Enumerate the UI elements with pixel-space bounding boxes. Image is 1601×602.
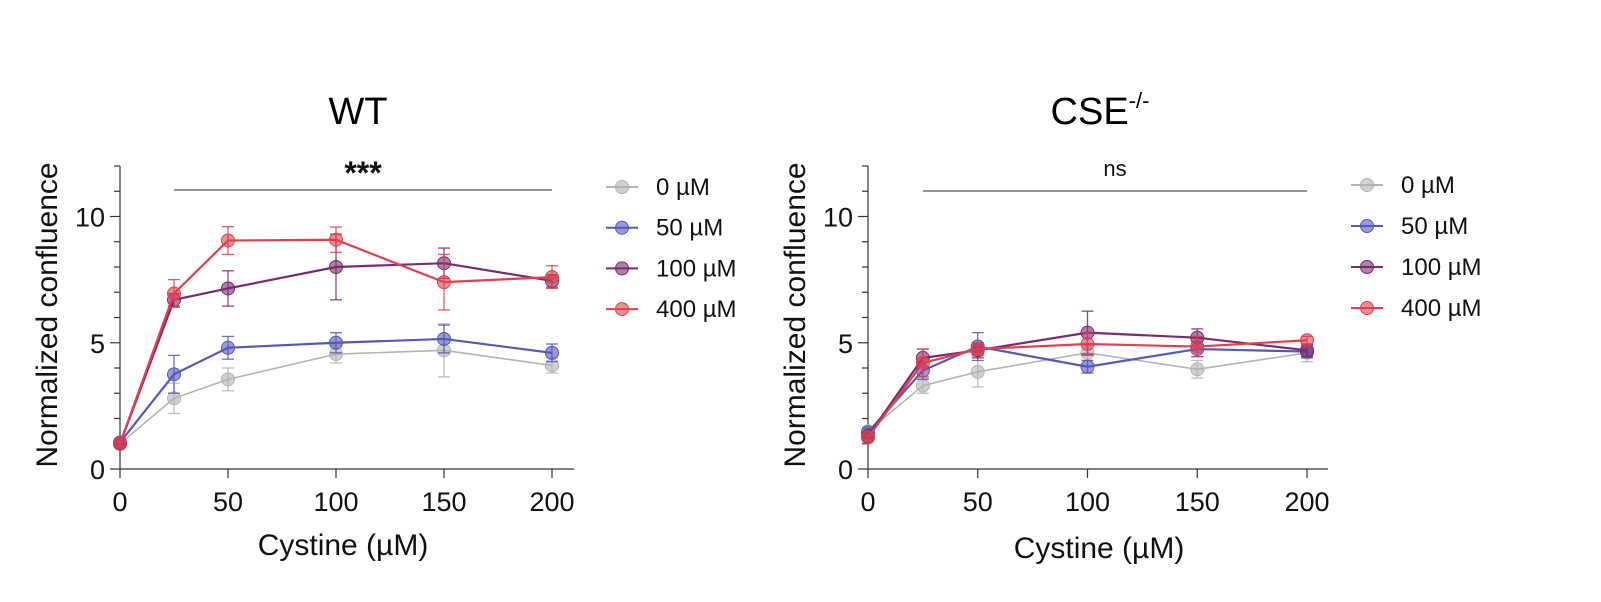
data-point-cse: [1190, 339, 1205, 354]
y-tick-label-wt: 10: [75, 203, 105, 233]
series-line-cse: [867, 345, 1308, 434]
data-point-cse: [1080, 359, 1095, 374]
data-point-cse: [915, 378, 930, 393]
x-tick-label-wt: 50: [213, 487, 243, 517]
series-line-wt: [118, 238, 553, 445]
chart-title-cse-main: CSE: [1051, 91, 1129, 133]
data-point-wt: [221, 372, 235, 387]
data-point-wt: [113, 436, 127, 451]
y-axis-label-cse: Normalized confluence: [779, 162, 812, 467]
x-tick-label-cse: 50: [963, 487, 993, 517]
series-wt-3: [113, 225, 559, 451]
legend-marker-swatch: [615, 302, 629, 317]
data-point-wt: [167, 286, 181, 301]
legend-item-wt-3: 400 µM: [606, 296, 737, 323]
data-point-wt: [329, 260, 343, 274]
legend-item-cse-1: 50 µM: [1351, 213, 1468, 240]
y-tick-label-wt: 0: [90, 455, 105, 485]
chart-panel-cse: CSE-/- Normalized confluence Cystine (µM…: [779, 88, 1482, 565]
legend-marker-swatch: [615, 261, 629, 276]
chart-title-wt: WT: [328, 91, 387, 133]
legend-item-wt-0: 0 µM: [606, 174, 710, 201]
x-tick-label-cse: 100: [1065, 487, 1110, 517]
y-tick-label-wt: 5: [90, 329, 105, 359]
legend-label: 0 µM: [656, 174, 710, 201]
legend-item-cse-2: 100 µM: [1351, 254, 1482, 281]
data-point-wt: [329, 232, 343, 247]
data-point-wt: [437, 275, 451, 290]
series-line-wt: [119, 337, 553, 444]
significance-annotation-wt: ***: [344, 155, 382, 191]
x-tick-label-wt: 0: [112, 487, 127, 517]
legend-marker-swatch: [615, 180, 629, 194]
legend-item-cse-3: 400 µM: [1351, 295, 1482, 322]
legend-item-wt-2: 100 µM: [606, 255, 737, 282]
data-point-wt: [329, 335, 343, 350]
series-line-wt: [118, 262, 553, 445]
significance-annotation-cse: ns: [1103, 156, 1126, 181]
x-tick-label-wt: 100: [313, 487, 358, 517]
data-point-wt: [437, 331, 451, 346]
x-tick-label-wt: 150: [421, 487, 466, 517]
legend-marker-swatch: [1360, 260, 1374, 274]
data-point-cse: [970, 342, 985, 357]
legend-marker-swatch: [1360, 301, 1374, 315]
legend-label: 100 µM: [1401, 254, 1482, 281]
legend-marker-swatch: [1360, 219, 1374, 233]
legend-item-cse-0: 0 µM: [1351, 172, 1455, 199]
y-tick-label-cse: 10: [823, 203, 853, 233]
legend-label: 50 µM: [1401, 213, 1468, 240]
y-tick-label-cse: 5: [838, 329, 853, 359]
chart-title-cse-superscript: -/-: [1129, 88, 1150, 113]
legend-label: 100 µM: [656, 255, 737, 282]
data-point-wt: [167, 367, 181, 382]
data-point-wt: [221, 340, 235, 355]
series-cse-2: [861, 310, 1314, 444]
data-point-wt: [221, 281, 235, 296]
data-point-cse: [861, 430, 875, 445]
series-line-wt: [119, 349, 553, 445]
x-tick-label-wt: 200: [529, 487, 574, 517]
chart-title-cse: CSE-/-: [1051, 88, 1150, 133]
y-tick-label-cse: 0: [838, 455, 853, 485]
x-tick-label-cse: 200: [1284, 487, 1329, 517]
data-point-cse: [1190, 362, 1205, 377]
data-point-wt: [221, 233, 235, 248]
series-cse-3: [861, 331, 1314, 445]
data-point-cse: [970, 364, 985, 379]
legend-item-wt-1: 50 µM: [606, 215, 723, 242]
series-line-cse: [867, 339, 1308, 439]
series-line-cse: [867, 352, 1308, 432]
series-wt-1: [113, 324, 559, 450]
data-point-cse: [1300, 333, 1314, 348]
legend-label: 50 µM: [656, 215, 723, 242]
x-tick-label-cse: 0: [860, 487, 875, 517]
x-axis-label-cse: Cystine (µM): [1014, 532, 1185, 565]
legend-marker-swatch: [1360, 178, 1374, 192]
x-tick-label-cse: 150: [1175, 487, 1220, 517]
chart-panel-wt: WT Normalized confluence Cystine (µM) 0 5…: [31, 91, 737, 562]
data-point-wt: [545, 270, 559, 285]
x-axis-label-wt: Cystine (µM): [258, 529, 429, 562]
legend-label: 400 µM: [1401, 295, 1482, 322]
data-point-cse: [1080, 337, 1095, 352]
series-line-cse: [867, 331, 1308, 437]
data-point-wt: [545, 345, 559, 360]
y-axis-label-wt: Normalized confluence: [31, 162, 64, 467]
data-point-cse: [915, 355, 930, 370]
legend-label: 0 µM: [1401, 172, 1455, 199]
legend-marker-swatch: [615, 220, 629, 235]
legend-label: 400 µM: [656, 296, 737, 323]
